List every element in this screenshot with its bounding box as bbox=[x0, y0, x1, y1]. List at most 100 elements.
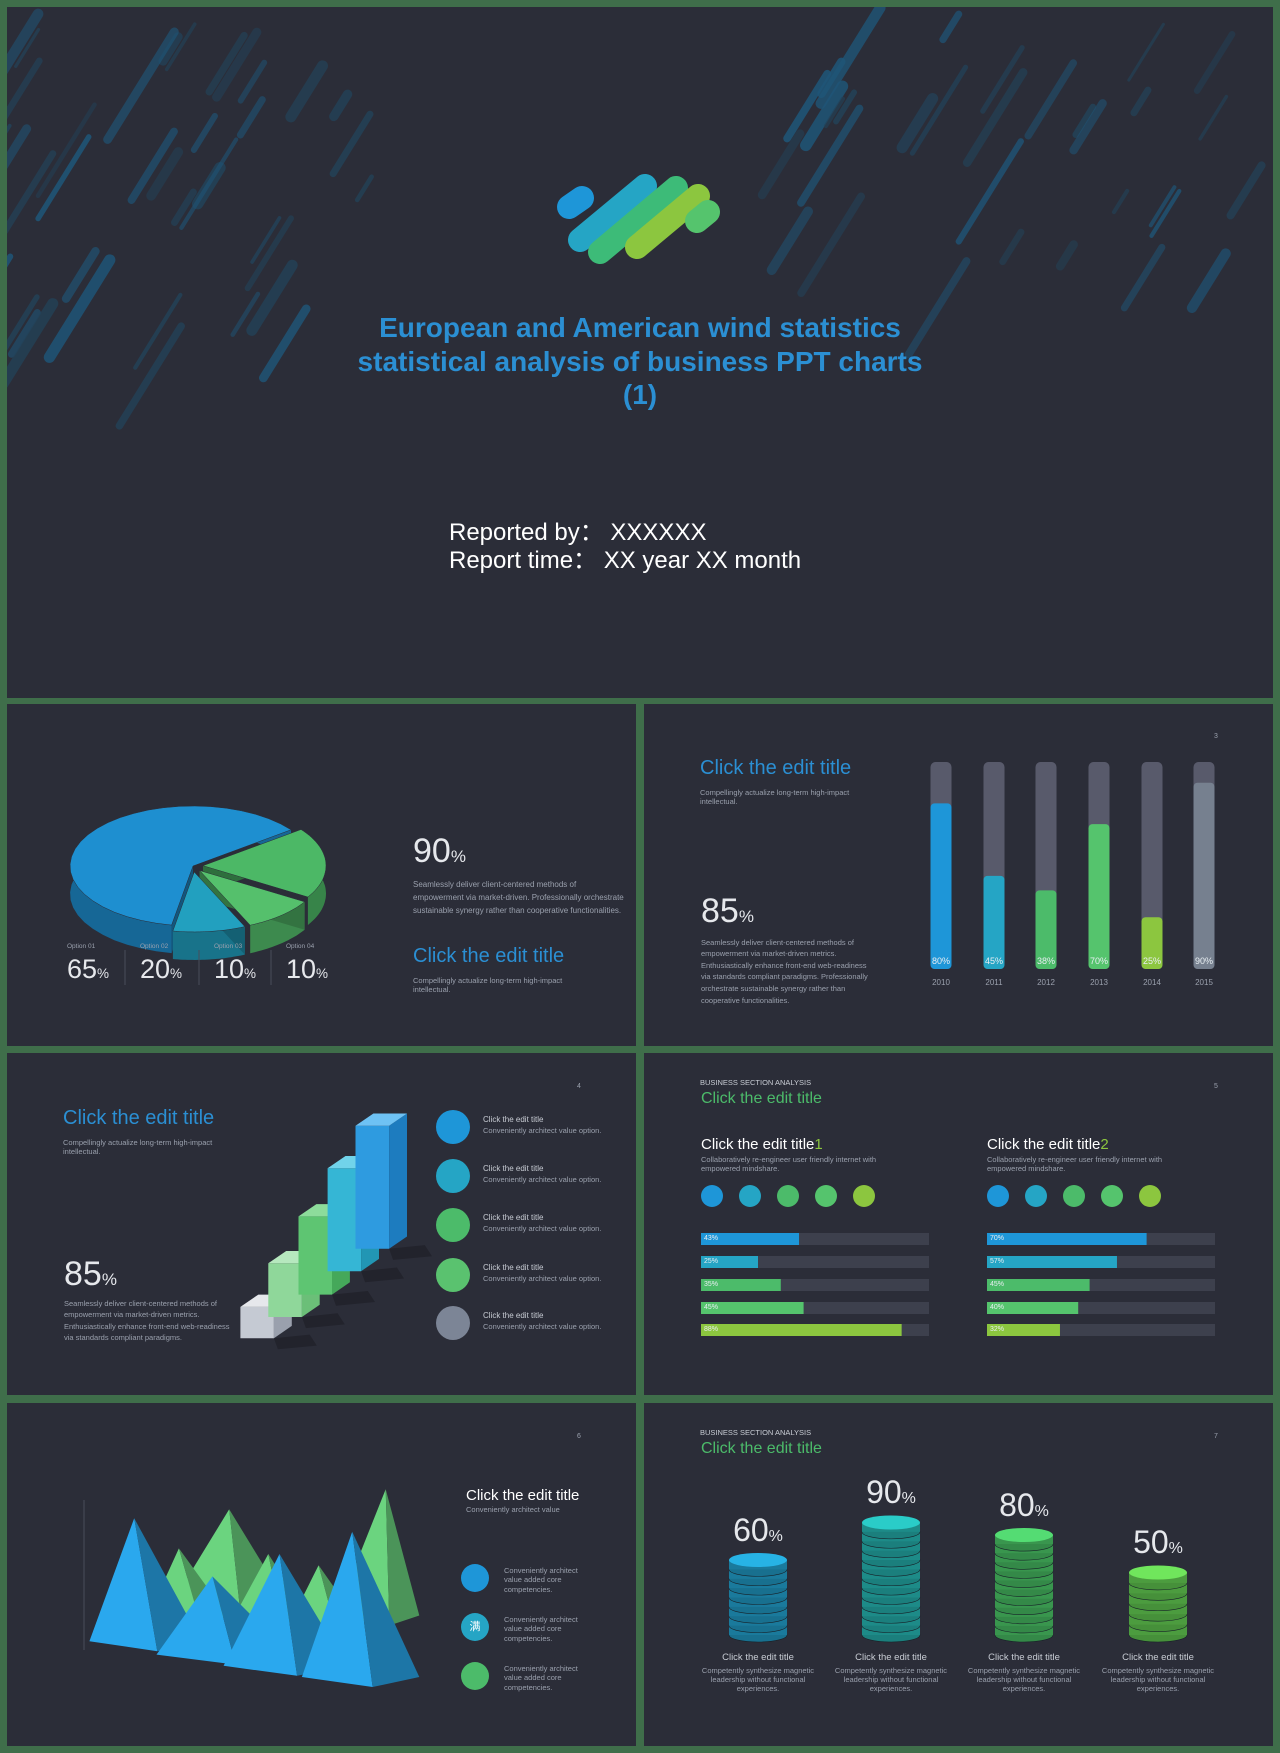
bar bbox=[701, 1233, 800, 1245]
slide-title: Click the edit title bbox=[466, 1487, 580, 1504]
bar bbox=[1088, 824, 1110, 969]
page-number: 3 bbox=[1214, 732, 1218, 740]
streak bbox=[1055, 240, 1078, 271]
dot bbox=[739, 1185, 761, 1207]
item-title: Click the edit title bbox=[483, 1213, 544, 1223]
bar-label: 45% bbox=[704, 1303, 719, 1311]
cube-top bbox=[355, 1113, 407, 1126]
bar bbox=[1141, 917, 1163, 969]
bar-label: 45% bbox=[990, 1280, 1005, 1288]
streak bbox=[244, 215, 294, 292]
stat-value: 85 bbox=[701, 891, 739, 930]
bar bbox=[987, 1233, 1147, 1245]
stat-unit: % bbox=[1034, 1502, 1049, 1520]
streak bbox=[1127, 22, 1165, 82]
streak bbox=[980, 45, 1025, 114]
streak bbox=[1072, 103, 1097, 138]
stat-value: 50 bbox=[1133, 1524, 1169, 1561]
item-text: Competently synthesize magnetic leadersh… bbox=[701, 1665, 815, 1694]
streak bbox=[35, 134, 92, 222]
streak bbox=[329, 89, 353, 122]
streak bbox=[205, 31, 248, 96]
bar-label: 88% bbox=[704, 1325, 719, 1333]
cube-front bbox=[268, 1263, 302, 1317]
section-label: BUSINESS SECTION ANALYSIS bbox=[700, 1427, 812, 1437]
option-label: Option 04 bbox=[286, 943, 315, 951]
stat-unit: % bbox=[316, 965, 329, 981]
dot bbox=[701, 1185, 723, 1207]
logo-bar bbox=[588, 176, 688, 264]
streak bbox=[904, 257, 971, 359]
group-index: 1 bbox=[814, 1136, 823, 1153]
streak bbox=[1198, 94, 1229, 141]
streak bbox=[766, 206, 813, 275]
dot bbox=[1025, 1185, 1047, 1207]
pie-slice bbox=[202, 829, 327, 898]
stat-unit: % bbox=[97, 965, 110, 981]
streak bbox=[146, 147, 184, 201]
logo-bar bbox=[625, 184, 710, 259]
bar bbox=[987, 1324, 1060, 1336]
stat-value: 20 bbox=[140, 953, 171, 984]
page-number: 4 bbox=[577, 1082, 581, 1090]
subtitle: Compellingly actualize long-term high-im… bbox=[63, 1137, 213, 1156]
streaks bbox=[7, 7, 1266, 430]
stat: 85% bbox=[701, 891, 754, 932]
stat-value: 90 bbox=[413, 831, 451, 870]
dot bbox=[987, 1185, 1009, 1207]
streak bbox=[757, 129, 805, 200]
stat-value: 65 bbox=[67, 953, 98, 984]
dot bbox=[1063, 1185, 1085, 1207]
streak bbox=[1111, 188, 1130, 215]
streak bbox=[955, 138, 1024, 245]
streak bbox=[127, 127, 178, 204]
streak bbox=[1024, 59, 1078, 140]
list-dot bbox=[436, 1159, 470, 1193]
streak bbox=[7, 294, 40, 351]
subtitle: Collaboratively re-engineer user friendl… bbox=[987, 1154, 1163, 1173]
cube-front bbox=[327, 1168, 362, 1272]
streak bbox=[1069, 99, 1107, 155]
bar bbox=[701, 1256, 758, 1268]
stat-value: 10 bbox=[286, 953, 317, 984]
item-text: Competently synthesize magnetic leadersh… bbox=[967, 1665, 1081, 1694]
stat-value: 80 bbox=[999, 1486, 1035, 1523]
streak bbox=[115, 322, 185, 430]
dot bbox=[853, 1185, 875, 1207]
cube-side bbox=[389, 1113, 407, 1249]
streak bbox=[250, 216, 282, 264]
x-tick-label: 2013 bbox=[1090, 978, 1108, 988]
item-text: Conveniently architect value option. bbox=[483, 1174, 602, 1184]
bar-label: 43% bbox=[704, 1234, 719, 1242]
option-label: Option 03 bbox=[214, 943, 243, 951]
group-title: Click the edit title1 bbox=[701, 1136, 823, 1154]
item-text: Conveniently architect value option. bbox=[483, 1125, 602, 1135]
stat-unit: % bbox=[768, 1527, 783, 1545]
paragraph: Seamlessly deliver client-centered metho… bbox=[64, 1298, 230, 1343]
streak bbox=[1120, 243, 1166, 312]
bar bbox=[987, 1302, 1079, 1314]
bar bbox=[701, 1279, 781, 1291]
item-text: Competently synthesize magnetic leadersh… bbox=[834, 1665, 948, 1694]
bar bbox=[987, 1279, 1090, 1291]
peak-face bbox=[301, 1531, 373, 1687]
x-tick-label: 2012 bbox=[1037, 978, 1055, 988]
streak bbox=[43, 254, 116, 363]
x-tick-label: 2015 bbox=[1195, 978, 1213, 988]
coin-stack bbox=[994, 1528, 1054, 1643]
item-title: Click the edit title bbox=[1122, 1652, 1194, 1664]
pie-slice bbox=[198, 869, 306, 926]
x-tick-label: 2010 bbox=[932, 978, 950, 988]
bar-label: 32% bbox=[990, 1325, 1005, 1333]
x-tick-label: 2011 bbox=[985, 978, 1003, 988]
bar bbox=[987, 1256, 1117, 1268]
stat-value: 10 bbox=[214, 953, 245, 984]
streak bbox=[1186, 248, 1231, 313]
dot bbox=[1101, 1185, 1123, 1207]
bar bbox=[701, 1324, 902, 1336]
icon: 满 bbox=[469, 1621, 481, 1634]
item-title: Click the edit title bbox=[483, 1115, 544, 1125]
page-number: 6 bbox=[577, 1432, 581, 1440]
bar bbox=[701, 1302, 804, 1314]
streak bbox=[171, 188, 197, 226]
